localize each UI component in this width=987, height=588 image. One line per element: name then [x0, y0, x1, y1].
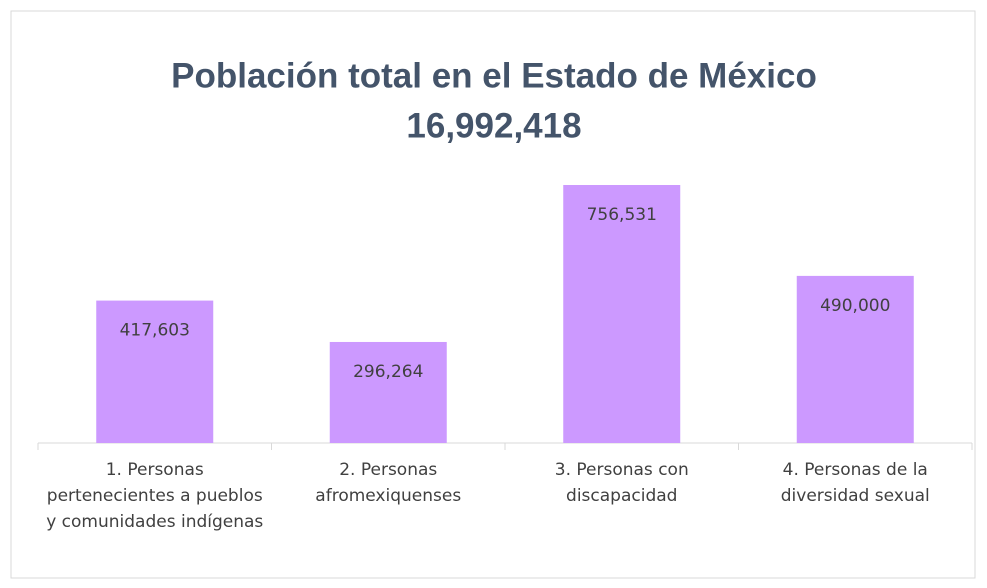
bar	[563, 185, 681, 443]
x-tick-label: 1. Personas pertenecientes a pueblos y c…	[46, 460, 264, 532]
x-tick-label: 2. Personas afromexiquenses	[315, 460, 462, 506]
bar	[796, 275, 914, 443]
data-label: 490,000	[820, 296, 890, 316]
data-label: 296,264	[353, 362, 423, 382]
chart-title: Población total en el Estado de México	[171, 56, 817, 95]
bar	[96, 300, 214, 443]
x-tick-label: 4. Personas de la diversidad sexual	[780, 460, 930, 506]
bar	[329, 341, 447, 443]
data-label: 756,531	[587, 205, 657, 225]
x-tick-label: 3. Personas con discapacidad	[554, 460, 689, 506]
data-label: 417,603	[120, 321, 190, 341]
chart-subtitle: 16,992,418	[406, 106, 581, 145]
